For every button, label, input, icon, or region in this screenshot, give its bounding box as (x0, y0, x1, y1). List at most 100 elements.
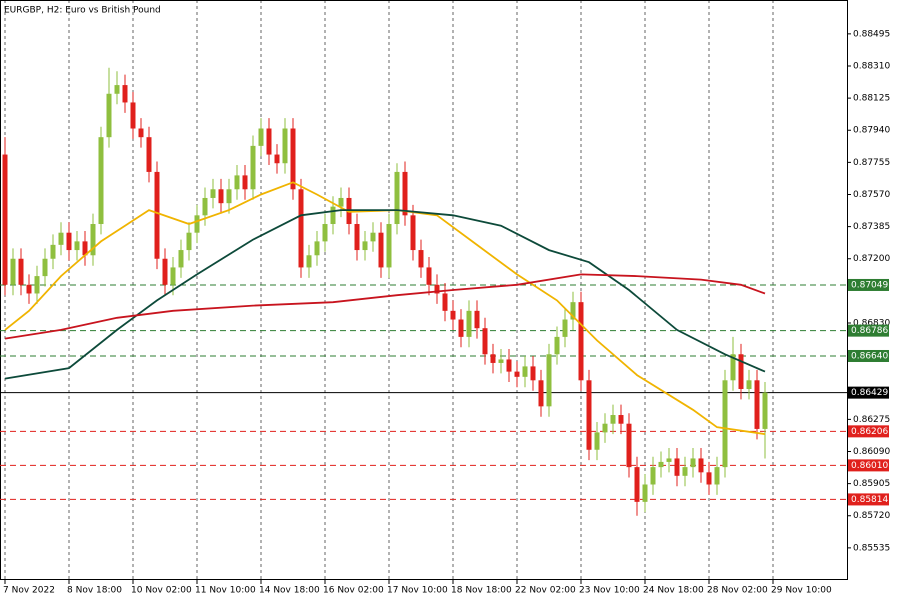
candle-body (570, 302, 576, 320)
candle-body (426, 267, 432, 285)
candle-body (658, 461, 664, 468)
candle-body (674, 458, 680, 476)
candle-body (330, 206, 336, 225)
candle-body (698, 458, 704, 473)
candle-body (586, 380, 592, 450)
candle-body (146, 137, 152, 172)
y-tick-label: 0.87570 (853, 190, 890, 200)
y-tick-label: 0.86090 (853, 447, 890, 457)
candle-body (538, 380, 544, 407)
candle-body (402, 171, 408, 216)
level-label: 0.86429 (851, 388, 888, 398)
candle-body (194, 215, 200, 233)
level-label: 0.86206 (851, 427, 888, 437)
y-tick-label: 0.88125 (853, 94, 890, 104)
level-label: 0.85814 (851, 495, 888, 505)
y-tick-label: 0.86275 (853, 415, 890, 425)
candle-body (282, 128, 288, 164)
candle-body (578, 302, 584, 381)
y-tick-label: 0.88495 (853, 29, 890, 39)
candle-body (74, 241, 80, 251)
level-label-box (848, 324, 889, 337)
candle-body (162, 258, 168, 285)
candle-body (138, 128, 144, 138)
candle-body (394, 171, 400, 225)
candle-body (130, 102, 136, 129)
candle-body (442, 293, 448, 311)
candle-body (626, 423, 632, 468)
candle-body (42, 258, 48, 277)
moving-average (4, 181, 766, 435)
candle-body (498, 359, 504, 363)
y-tick-label: 0.85905 (853, 479, 890, 489)
candle-body (378, 232, 384, 268)
candle-body (66, 232, 72, 251)
level-label-box (848, 349, 889, 362)
candle-body (642, 484, 648, 502)
candle-body (410, 215, 416, 251)
candle-body (122, 85, 128, 103)
candle-body (370, 232, 376, 242)
x-tick-label: 8 Nov 18:00 (67, 586, 122, 596)
x-tick-label: 22 Nov 02:00 (515, 586, 576, 596)
level-label: 0.86010 (851, 461, 888, 471)
plot-frame (0, 0, 848, 580)
candle-body (434, 284, 440, 294)
candle-body (226, 189, 232, 204)
candle-body (2, 154, 8, 285)
candle-body (210, 189, 216, 198)
candle-body (98, 137, 104, 225)
candle-body (18, 258, 24, 285)
candle-body (746, 380, 752, 389)
candle-body (754, 380, 760, 429)
candle-body (202, 197, 208, 216)
candle-body (682, 467, 688, 476)
candle-body (58, 232, 64, 245)
candle-body (354, 224, 360, 251)
candle-body (234, 175, 240, 190)
candle-body (450, 310, 456, 320)
candle-body (26, 284, 32, 294)
x-tick-label: 18 Nov 18:00 (451, 586, 512, 596)
y-tick-label: 0.85720 (853, 511, 890, 521)
x-tick-label: 7 Nov 2022 (3, 586, 55, 596)
candle-body (514, 371, 520, 377)
candle-body (386, 224, 392, 268)
x-tick-label: 14 Nov 18:00 (259, 586, 320, 596)
level-label: 0.86786 (851, 326, 888, 336)
candle-body (650, 467, 656, 485)
candle-body (82, 241, 88, 256)
x-tick-label: 11 Nov 10:00 (195, 586, 256, 596)
y-tick-label: 0.87385 (853, 222, 890, 232)
candle-body (178, 250, 184, 268)
candle-body (482, 328, 488, 355)
candle-body (218, 189, 224, 204)
level-label: 0.87049 (851, 280, 888, 290)
y-tick-label: 0.88310 (853, 61, 890, 71)
candle-body (314, 241, 320, 256)
candle-body (242, 175, 248, 190)
candle-body (562, 319, 568, 337)
candle-body (266, 128, 272, 155)
candle-body (602, 423, 608, 433)
candle-body (474, 310, 480, 329)
candle-body (762, 392, 768, 429)
candle-body (466, 310, 472, 337)
candle-body (618, 415, 624, 424)
candle-body (274, 154, 280, 164)
moving-average (4, 209, 766, 380)
y-tick-label: 0.87200 (853, 254, 890, 264)
x-tick-label: 10 Nov 02:00 (131, 586, 192, 596)
y-tick-label: 0.87755 (853, 158, 890, 168)
level-label-box (848, 386, 889, 399)
candle-body (114, 85, 120, 94)
candle-body (258, 128, 264, 146)
candle-body (338, 197, 344, 207)
candle-body (730, 354, 736, 381)
candle-body (530, 366, 536, 381)
level-label-box (848, 459, 889, 472)
candle-body (50, 244, 56, 259)
level-label: 0.86640 (851, 351, 888, 361)
candle-body (106, 93, 112, 138)
candle-body (722, 380, 728, 468)
